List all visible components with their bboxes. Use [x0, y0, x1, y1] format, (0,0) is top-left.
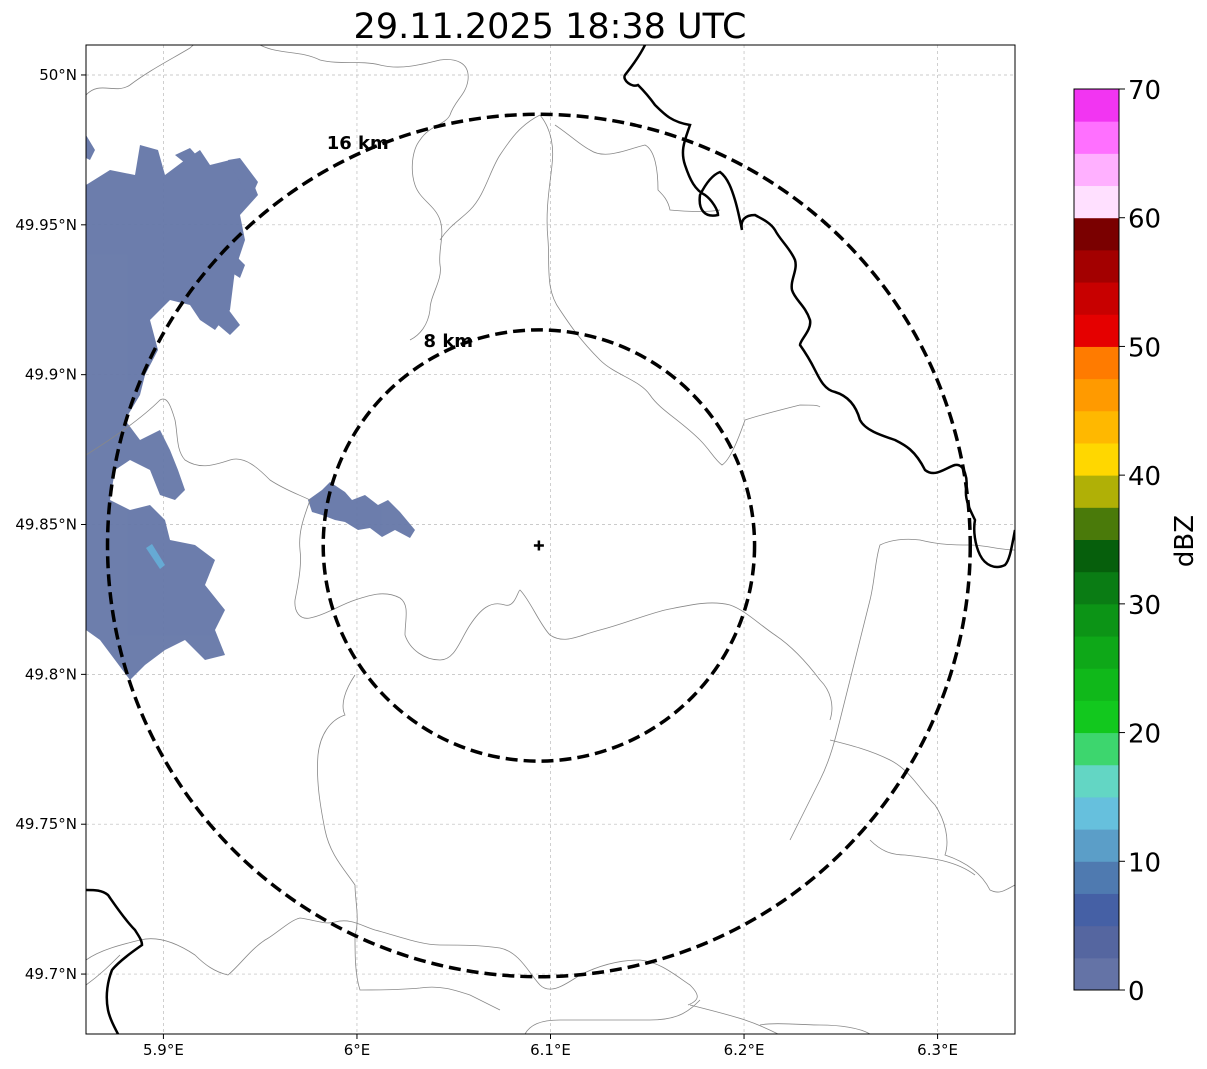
colorbar-tick-label: 50	[1128, 333, 1161, 363]
colorbar-segment	[1074, 282, 1119, 315]
colorbar-segments	[1074, 89, 1119, 991]
x-tick-label: 6°E	[344, 1041, 371, 1059]
colorbar-tick-label: 40	[1128, 462, 1161, 492]
echo-cell	[205, 240, 245, 278]
colorbar-segment	[1074, 893, 1119, 927]
colorbar-segment	[1074, 475, 1119, 508]
y-tick-label: 49.9°N	[25, 366, 77, 384]
echo-cell	[86, 145, 258, 680]
radar-site-marker	[533, 540, 544, 551]
y-tick-label: 49.75°N	[15, 815, 77, 833]
grid-lines	[86, 45, 1015, 1034]
colorbar-segment	[1074, 378, 1119, 412]
colorbar-label: dBZ	[1170, 515, 1200, 567]
colorbar-segment	[1074, 89, 1119, 122]
colorbar-tick-label: 10	[1128, 848, 1161, 878]
colorbar-segment	[1074, 925, 1119, 959]
colorbar-tick-label: 70	[1128, 76, 1161, 106]
range-ring-label: 16 km	[327, 133, 389, 154]
colorbar-tick-label: 20	[1128, 720, 1161, 750]
echo-cell	[308, 482, 415, 538]
x-tick-label: 6.2°E	[724, 1041, 765, 1059]
colorbar-segment	[1074, 314, 1119, 347]
colorbar-segment	[1074, 249, 1119, 283]
range-ring-label: 8 km	[424, 331, 474, 352]
colorbar-segment	[1074, 507, 1119, 540]
range-rings: 16 km 8 km	[105, 112, 972, 979]
echo-cell	[86, 135, 95, 160]
colorbar-segment	[1074, 603, 1119, 637]
x-tick-label: 6.1°E	[530, 1041, 571, 1059]
colorbar-tick-label: 30	[1128, 591, 1161, 621]
y-tick-label: 49.95°N	[15, 216, 77, 234]
radar-echoes	[86, 135, 415, 680]
colorbar-segment	[1074, 957, 1119, 991]
colorbar-segment	[1074, 732, 1119, 766]
map-panel: 16 km 8 km 5.9°E 6°E 6.1°E 6.2°E 6.3°E 50°N 49…	[15, 44, 1016, 1059]
colorbar-ticks: 0 10 20 30 40 50 60 70	[1119, 76, 1161, 1007]
colorbar-segment	[1074, 571, 1119, 605]
colorbar-segment	[1074, 636, 1119, 669]
colorbar-tick-label: 60	[1128, 205, 1161, 235]
y-tick-label: 49.8°N	[25, 665, 77, 683]
colorbar-segment	[1074, 346, 1119, 380]
colorbar-segment	[1074, 153, 1119, 187]
x-axis-ticks: 5.9°E 6°E 6.1°E 6.2°E 6.3°E	[143, 1034, 958, 1059]
colorbar-segment	[1074, 796, 1119, 830]
colorbar-segment	[1074, 829, 1119, 862]
y-tick-label: 49.85°N	[15, 516, 77, 534]
colorbar-segment	[1074, 861, 1119, 894]
colorbar-segment	[1074, 442, 1119, 476]
x-tick-label: 6.3°E	[917, 1041, 958, 1059]
colorbar-tick-label: 0	[1128, 977, 1145, 1007]
echo-cell	[228, 158, 258, 200]
colorbar-segment	[1074, 539, 1119, 573]
x-tick-label: 5.9°E	[143, 1041, 184, 1059]
map-title: 29.11.2025 18:38 UTC	[354, 7, 747, 47]
colorbar-frame	[1073, 88, 1120, 991]
colorbar-segment	[1074, 668, 1119, 701]
y-tick-label: 49.7°N	[25, 965, 77, 983]
echo-cell	[205, 300, 240, 335]
colorbar-segment	[1074, 185, 1119, 219]
colorbar-segment	[1074, 410, 1119, 444]
echo-cell-light	[146, 544, 165, 569]
range-ring	[105, 112, 972, 979]
colorbar-segment	[1074, 217, 1119, 251]
colorbar-segment	[1074, 764, 1119, 798]
y-axis-ticks: 50°N 49.95°N 49.9°N 49.85°N 49.8°N 49.75°N 49.…	[15, 66, 86, 983]
range-ring	[321, 328, 757, 763]
colorbar: 0 10 20 30 40 50 60 70 dBZ	[1073, 76, 1200, 1007]
echo-cell	[175, 148, 208, 175]
colorbar-segment	[1074, 700, 1119, 734]
colorbar-segment	[1074, 121, 1119, 154]
y-tick-label: 50°N	[39, 66, 77, 84]
